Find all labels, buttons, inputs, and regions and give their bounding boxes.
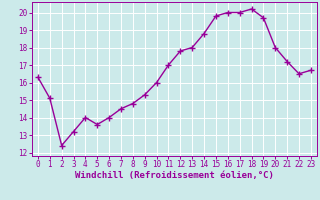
X-axis label: Windchill (Refroidissement éolien,°C): Windchill (Refroidissement éolien,°C): [75, 171, 274, 180]
